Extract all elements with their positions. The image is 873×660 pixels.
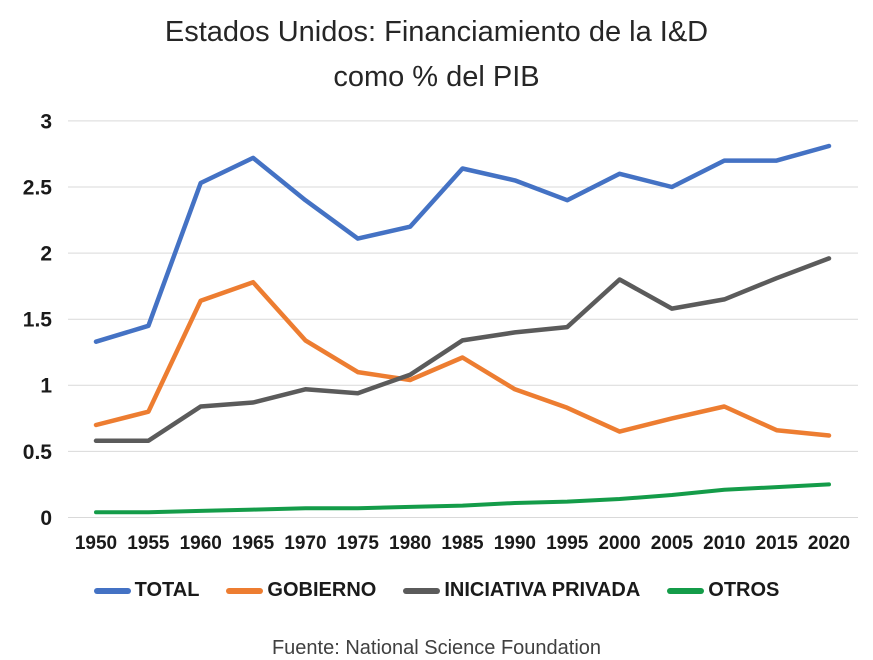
chart-title-line2: como % del PIB (333, 60, 540, 93)
x-axis-tick-label: 1995 (546, 533, 589, 554)
chart-title-line1: Estados Unidos: Financiamiento de la I&D (164, 16, 709, 48)
y-axis-tick-label: 0 (40, 507, 52, 530)
legend-item-iniciativa-privada: INICIATIVA PRIVADA (403, 579, 640, 602)
legend-item-gobierno: GOBIERNO (226, 579, 376, 602)
chart-title: Estados Unidos: Financiamiento de la I&D… (0, 10, 873, 100)
x-axis-tick-label: 1970 (284, 533, 326, 554)
legend-line-marker-iniciativa-privada (403, 587, 441, 594)
x-axis-tick-label: 2005 (651, 533, 694, 554)
x-axis-tick-label: 1960 (180, 533, 222, 554)
x-axis-tick-label: 1985 (441, 533, 484, 554)
y-axis-tick-label: 0.5 (23, 441, 53, 464)
legend-item-total: TOTAL (93, 579, 200, 602)
series-line-total (93, 143, 832, 344)
x-axis-tick-label: 1955 (127, 533, 170, 554)
x-axis-tick-label: 2015 (756, 533, 799, 554)
x-axis-tick-label: 1950 (75, 533, 117, 554)
y-axis-tick-label: 3 (40, 110, 52, 133)
series-line-gobierno (93, 279, 832, 438)
x-axis-tick-label: 2020 (808, 533, 850, 554)
series-line-iniciativa-privada (93, 256, 832, 444)
x-axis-tick-label: 2000 (598, 533, 640, 554)
y-axis-tick-label: 2 (40, 242, 52, 265)
x-axis-tick-label: 1980 (389, 533, 431, 554)
x-axis-tick-label: 1975 (337, 533, 380, 554)
series-line-otros (94, 482, 831, 515)
y-axis-tick-label: 2.5 (23, 176, 53, 199)
x-axis-tick-label: 2010 (703, 533, 745, 554)
legend-line-marker-gobierno (226, 587, 264, 594)
y-axis-tick-label: 1.5 (23, 309, 53, 332)
legend-line-marker-total (93, 587, 131, 594)
chart-legend: TOTAL GOBIERNO INICIATIVA PRIVADA OTROS (0, 579, 873, 602)
legend-item-otros: OTROS (667, 579, 779, 602)
x-axis-tick-label: 1965 (232, 533, 275, 554)
y-axis-tick-label: 1 (40, 375, 52, 398)
legend-label-total: TOTAL (134, 579, 200, 601)
legend-label-gobierno: GOBIERNO (267, 579, 377, 601)
legend-label-iniciativa-privada: INICIATIVA PRIVADA (444, 579, 641, 601)
legend-line-marker-otros (667, 587, 705, 594)
legend-label-otros: OTROS (708, 579, 780, 601)
x-axis-tick-label: 1990 (494, 533, 536, 554)
